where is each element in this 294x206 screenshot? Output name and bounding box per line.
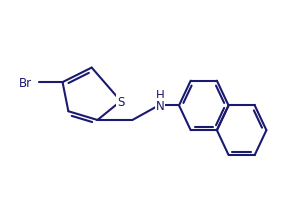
Text: N: N: [156, 99, 164, 112]
Text: S: S: [117, 95, 124, 108]
Text: H: H: [156, 89, 164, 102]
Text: Br: Br: [19, 76, 32, 89]
